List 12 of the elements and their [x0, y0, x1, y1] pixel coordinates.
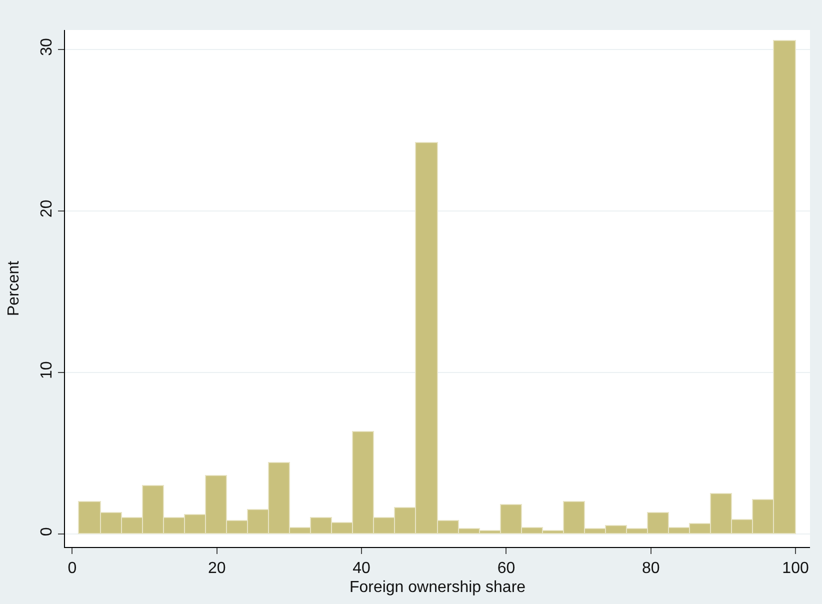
y-tick-label: 20	[38, 200, 56, 218]
x-tick-label: 40	[352, 560, 371, 578]
x-tick-label: 0	[68, 560, 77, 578]
y-tick-label: 0	[38, 527, 56, 536]
x-tick-label: 100	[782, 560, 809, 578]
y-axis-title: Percent	[6, 260, 22, 316]
x-tick-label: 80	[642, 560, 660, 578]
y-tick-label: 30	[38, 38, 56, 56]
x-tick-label: 20	[208, 560, 226, 578]
x-tick-label: 60	[497, 560, 516, 578]
x-axis-title: Foreign ownership share	[349, 578, 526, 596]
y-tick-label: 10	[38, 361, 56, 380]
